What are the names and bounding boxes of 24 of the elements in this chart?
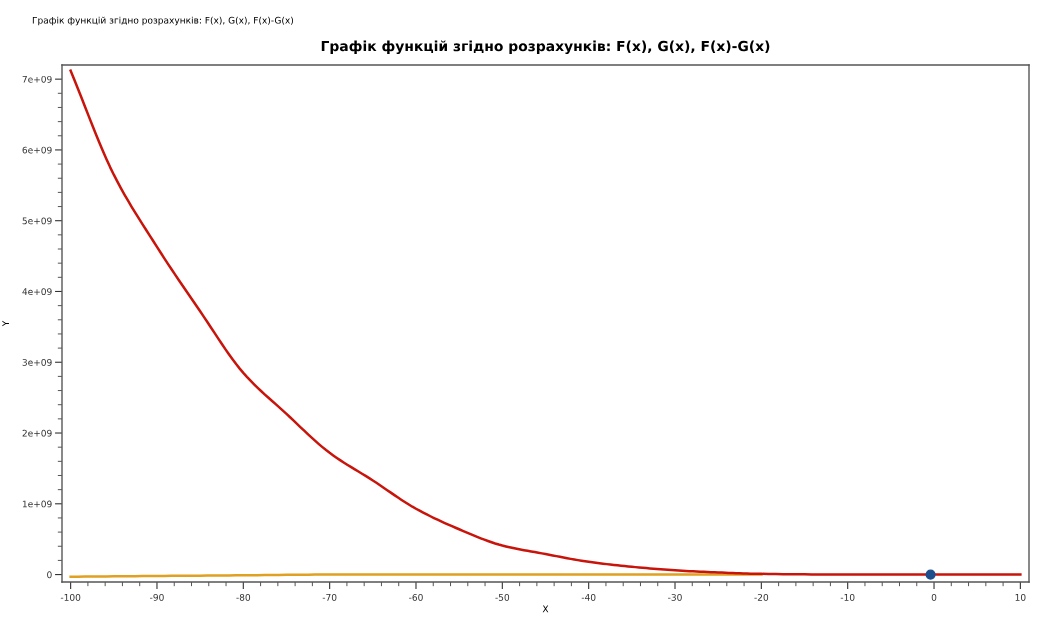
chart-title: Графік функцій згідно розрахунків: F(x), G(x), F(x)-G(x) (321, 40, 770, 55)
y-tick-label: 2e+09 (22, 429, 52, 437)
y-tick-label: 4e+09 (22, 288, 52, 296)
x-tick-label: 0 (931, 593, 937, 601)
x-tick-label: -50 (495, 593, 510, 601)
x-tick-label: -10 (840, 593, 855, 601)
y-tick-label: 3e+09 (22, 358, 52, 366)
x-tick-label: -80 (236, 593, 251, 601)
y-tick-label: 5e+09 (22, 217, 52, 225)
x-tick-label: 10 (1015, 593, 1026, 601)
y-tick-label: 7e+09 (22, 75, 52, 83)
x-tick-label: -70 (322, 593, 337, 601)
x-tick-label: -60 (409, 593, 423, 601)
x-tick-label: -40 (581, 593, 596, 601)
x-tick-label: -100 (60, 593, 81, 601)
y-axis-title: Y (2, 320, 9, 327)
y-tick-label: 0 (47, 571, 52, 579)
y-tick-label: 1e+09 (22, 500, 52, 508)
x-axis-title: X (542, 605, 549, 613)
x-tick-label: -20 (754, 593, 769, 601)
x-tick-label: -90 (150, 593, 164, 601)
x-tick-label: -30 (668, 593, 682, 601)
y-tick-label: 6e+09 (22, 146, 52, 154)
text: Графік функцій згідно розрахунків: F(x), G(x), F(x)-G(x) (32, 16, 294, 26)
